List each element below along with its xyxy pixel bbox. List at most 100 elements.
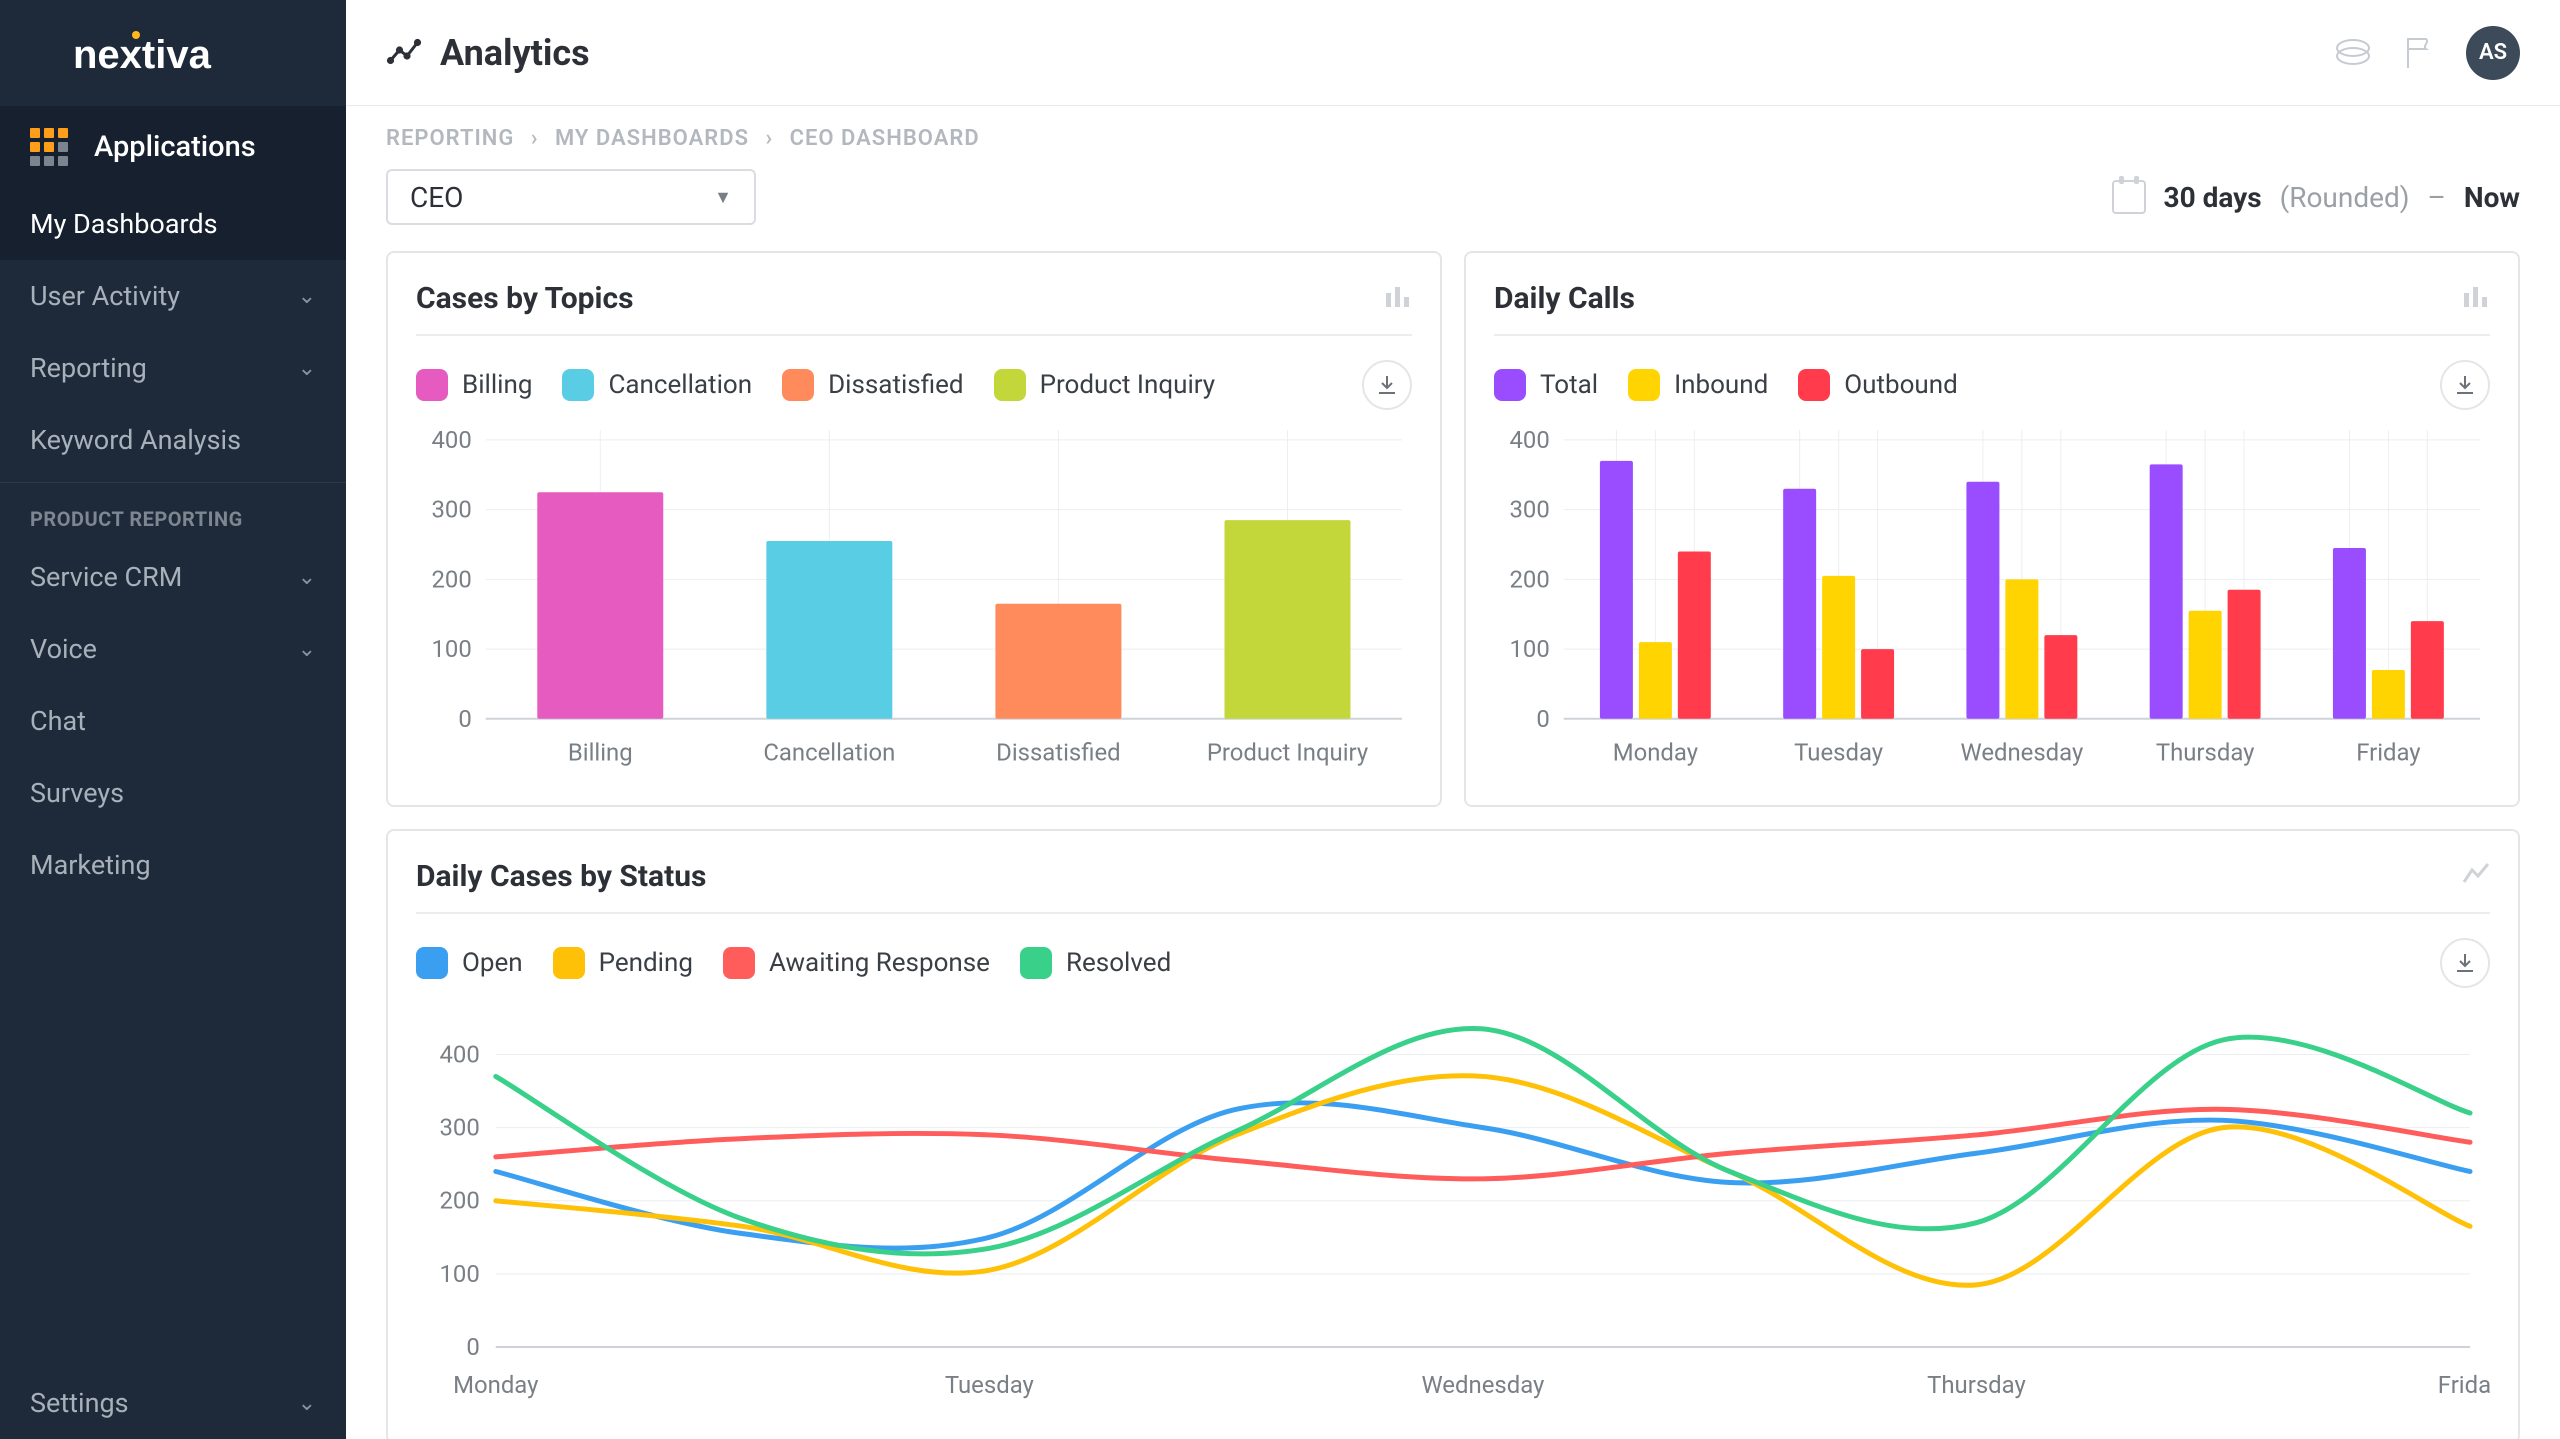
legend-label: Outbound: [1844, 370, 1958, 400]
svg-text:300: 300: [432, 496, 472, 524]
bars-icon[interactable]: [1384, 285, 1412, 313]
legend-item: Total: [1494, 369, 1598, 401]
content: REPORTING › MY DASHBOARDS › CEO DASHBOAR…: [346, 106, 2560, 1439]
sidebar-item-service-crm[interactable]: Service CRM⌄: [0, 541, 346, 613]
sidebar-item-surveys[interactable]: Surveys: [0, 757, 346, 829]
date-range[interactable]: 30 days (Rounded) – Now: [2112, 180, 2521, 214]
sidebar-item-reporting[interactable]: Reporting ⌄: [0, 332, 346, 404]
sidebar-item-voice[interactable]: Voice⌄: [0, 613, 346, 685]
breadcrumb-item[interactable]: MY DASHBOARDS: [555, 126, 749, 151]
dashboard-select[interactable]: CEO ▼: [386, 169, 756, 225]
notifications-icon[interactable]: [2334, 34, 2372, 72]
card-cases-by-topics: Cases by Topics Billing Cancellation Dissa…: [386, 251, 1442, 807]
chevron-down-icon: ▼: [714, 187, 732, 208]
card-title: Daily Cases by Status: [416, 859, 706, 894]
card-title: Daily Calls: [1494, 281, 1635, 316]
download-button[interactable]: [2440, 938, 2490, 988]
svg-text:200: 200: [439, 1186, 479, 1214]
svg-text:Billing: Billing: [568, 739, 633, 767]
svg-text:Monday: Monday: [1613, 739, 1699, 767]
sidebar-item-user-activity[interactable]: User Activity ⌄: [0, 260, 346, 332]
date-range-dash: –: [2428, 181, 2446, 214]
legend-swatch: [553, 947, 585, 979]
svg-text:Tuesday: Tuesday: [945, 1370, 1035, 1398]
chevron-down-icon: ⌄: [298, 284, 316, 309]
legend-item: Cancellation: [562, 369, 752, 401]
legend-item: Pending: [553, 947, 693, 979]
svg-text:Friday: Friday: [2356, 739, 2421, 767]
legend-label: Inbound: [1674, 370, 1768, 400]
legend-swatch: [1494, 369, 1526, 401]
legend-swatch: [562, 369, 594, 401]
legend-label: Dissatisfied: [828, 370, 963, 400]
card-title: Cases by Topics: [416, 281, 634, 316]
chevron-down-icon: ⌄: [298, 1391, 316, 1416]
svg-text:300: 300: [1510, 496, 1550, 524]
user-avatar[interactable]: AS: [2466, 26, 2520, 80]
legend-swatch: [1020, 947, 1052, 979]
svg-text:Dissatisfied: Dissatisfied: [996, 739, 1120, 767]
analytics-icon: [386, 35, 422, 71]
breadcrumb-item[interactable]: CEO DASHBOARD: [790, 126, 980, 151]
legend-label: Product Inquiry: [1040, 370, 1216, 400]
nav-label: Keyword Analysis: [30, 424, 241, 456]
sidebar-item-chat[interactable]: Chat: [0, 685, 346, 757]
daily-cases-chart: 0100200300400MondayTuesdayWednesdayThurs…: [416, 998, 2490, 1417]
chevron-down-icon: ⌄: [298, 356, 316, 381]
sidebar-section-label: PRODUCT REPORTING: [0, 489, 346, 541]
breadcrumb-item[interactable]: REPORTING: [386, 126, 514, 151]
legend-item: Awaiting Response: [723, 947, 990, 979]
nav-label: Reporting: [30, 352, 147, 384]
svg-text:nextiva: nextiva: [73, 33, 212, 77]
sidebar-item-settings[interactable]: Settings ⌄: [0, 1367, 346, 1439]
nav-label: User Activity: [30, 280, 180, 312]
svg-text:Monday: Monday: [453, 1370, 539, 1398]
legend-item: Outbound: [1798, 369, 1958, 401]
legend-label: Open: [462, 948, 523, 978]
legend-swatch: [416, 947, 448, 979]
legend-swatch: [782, 369, 814, 401]
svg-text:200: 200: [1510, 565, 1550, 593]
svg-text:200: 200: [432, 565, 472, 593]
svg-text:Cancellation: Cancellation: [763, 739, 895, 767]
svg-text:400: 400: [439, 1040, 479, 1068]
svg-text:100: 100: [432, 635, 472, 663]
download-button[interactable]: [2440, 360, 2490, 410]
nav-label: Service CRM: [30, 561, 182, 593]
daily-calls-chart: 0100200300400MondayTuesdayWednesdayThurs…: [1494, 420, 2490, 779]
legend-swatch: [994, 369, 1026, 401]
legend-label: Pending: [599, 948, 693, 978]
legend-swatch: [416, 369, 448, 401]
svg-text:0: 0: [1536, 705, 1549, 733]
sidebar-item-my-dashboards[interactable]: My Dashboards: [0, 188, 346, 260]
sidebar: nextiva Applications My Dashboards User A…: [0, 0, 346, 1439]
bars-icon[interactable]: [2462, 285, 2490, 313]
nav-label: My Dashboards: [30, 208, 218, 240]
legend-label: Resolved: [1066, 948, 1171, 978]
line-chart-icon[interactable]: [2462, 862, 2490, 890]
applications-label: Applications: [94, 130, 256, 164]
flag-icon[interactable]: [2400, 34, 2438, 72]
svg-text:Wednesday: Wednesday: [1960, 739, 2083, 767]
nav-label: Chat: [30, 705, 86, 737]
legend-item: Product Inquiry: [994, 369, 1216, 401]
sidebar-item-marketing[interactable]: Marketing: [0, 829, 346, 901]
svg-text:Thursday: Thursday: [2156, 739, 2255, 767]
download-button[interactable]: [1362, 360, 1412, 410]
dashboard-select-value: CEO: [410, 181, 463, 214]
legend-swatch: [1798, 369, 1830, 401]
svg-text:Thursday: Thursday: [1927, 1370, 2026, 1398]
legend-swatch: [723, 947, 755, 979]
legend-item: Dissatisfied: [782, 369, 963, 401]
page-title: Analytics: [440, 32, 590, 74]
card-daily-calls: Daily Calls TotalInboundOutbound 0100200…: [1464, 251, 2520, 807]
applications-button[interactable]: Applications: [0, 106, 346, 188]
sidebar-item-keyword-analysis[interactable]: Keyword Analysis: [0, 404, 346, 476]
svg-text:Friday: Friday: [2438, 1370, 2490, 1398]
card-daily-cases-by-status: Daily Cases by Status Open Pending Awaitin…: [386, 829, 2520, 1439]
legend-label: Awaiting Response: [769, 948, 990, 978]
svg-text:0: 0: [466, 1333, 479, 1361]
topbar: Analytics AS: [346, 0, 2560, 106]
legend-item: Open: [416, 947, 523, 979]
legend-label: Total: [1540, 370, 1598, 400]
